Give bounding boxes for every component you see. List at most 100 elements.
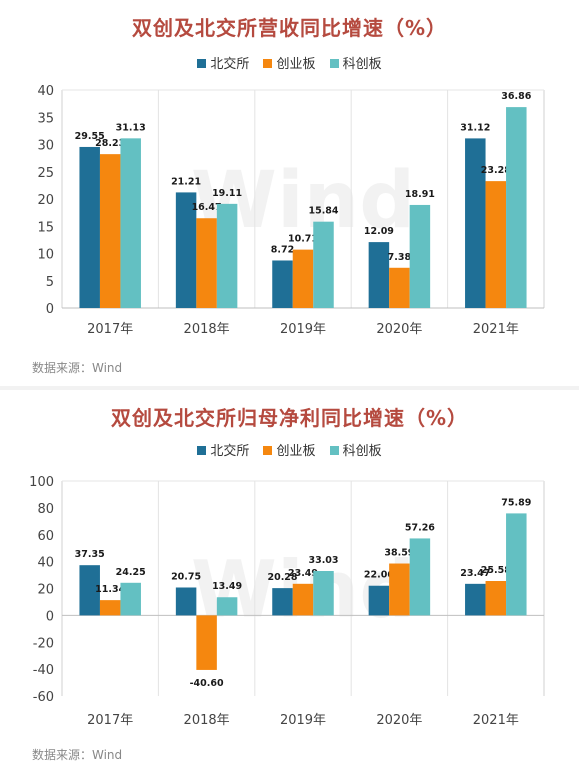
bar [465,583,486,616]
legend-item-star: 科创板 [329,440,382,459]
bar [368,585,390,616]
data-label: 8.72 [271,244,294,255]
chart-title: 双创及北交所营收同比增速（%） [131,16,448,40]
y-tick-label: 10 [37,248,54,263]
x-tick-label: 2021年 [473,713,519,728]
panel-divider [0,386,579,390]
chart-plot: Wind051015202530354029.5528.2331.132017年… [37,84,545,337]
bar [216,203,238,308]
data-label: 24.25 [116,567,146,578]
bar [292,249,314,308]
data-label: 38.59 [384,548,414,559]
y-tick-label: 15 [37,220,54,235]
legend-label: 北交所 [210,57,250,72]
bar [175,192,197,308]
bar [196,218,217,308]
y-tick-label: 0 [46,302,54,317]
data-label: 20.28 [267,572,297,583]
y-tick-label: 35 [37,111,54,126]
data-label: 11.34 [95,584,125,595]
legend-swatch [197,59,207,68]
y-tick-label: 0 [46,609,54,624]
data-label: 20.75 [171,571,201,582]
x-tick-label: 2017年 [87,322,133,337]
legend-item-star: 科创板 [329,53,382,72]
legend-swatch [197,446,207,455]
bar [79,146,100,308]
data-label: 15.84 [308,206,338,217]
data-label: 23.28 [481,165,511,176]
x-tick-label: 2018年 [184,713,230,728]
y-tick-label: 100 [29,475,54,490]
data-label: 37.35 [75,549,105,560]
net-profit-growth-chart: 双创及北交所归母净利同比增速（%） 北交所 创业板 科创板 Wind-60-40… [0,390,579,777]
data-label: 28.23 [95,138,125,149]
legend-label: 科创板 [342,57,382,72]
bar [196,615,217,670]
bar [99,154,121,308]
legend-swatch [329,59,339,68]
y-tick-label: -20 [33,636,54,651]
bar [292,583,314,616]
bar [99,600,121,616]
revenue-growth-chart: 双创及北交所营收同比增速（%） 北交所 创业板 科创板 Wind 0 5 10 15 20… [0,0,579,386]
x-tick-label: 2019年 [280,322,326,337]
data-label: 16.47 [192,202,222,213]
y-tick-label: 30 [37,139,54,154]
data-label: 23.47 [460,568,490,579]
data-label: 29.55 [75,131,105,142]
y-tick-label: 20 [37,583,54,598]
legend-label: 创业板 [276,444,316,459]
data-label: 21.21 [171,176,201,187]
data-source: 数据来源：Wind [32,361,123,375]
y-tick-label: -60 [33,690,54,705]
bar [313,221,334,308]
data-label: 36.86 [501,91,531,102]
legend-swatch [263,59,273,68]
x-tick-label: 2018年 [184,322,230,337]
bar [485,581,507,616]
data-label: 12.09 [364,226,394,237]
x-tick-label: 2020年 [376,322,422,337]
bar [120,138,141,308]
bar [409,538,431,616]
data-label: 7.38 [388,252,412,263]
y-tick-label: 80 [37,502,54,517]
bar [506,513,527,616]
y-tick-label: 40 [37,556,54,571]
bar [389,267,410,308]
y-tick-label: 40 [37,84,54,99]
data-label: 22.06 [364,570,394,581]
data-label: 19.11 [212,188,242,199]
y-tick-label: 5 [46,275,54,290]
data-label: 13.49 [212,581,242,592]
legend-swatch [329,446,339,455]
bar [485,181,507,308]
data-label: 25.58 [481,565,511,576]
data-label: 31.13 [116,122,146,133]
legend-item-chinext: 创业板 [263,53,316,72]
data-label: 23.49 [288,568,318,579]
data-label: 57.26 [405,522,435,533]
legend-item-bse: 北交所 [197,440,249,459]
chart-legend: 北交所 创业板 科创板 [0,53,579,72]
data-source: 数据来源：Wind [32,748,123,762]
bar [389,563,410,616]
bar [272,588,293,616]
data-label: 33.03 [308,555,338,566]
bar [409,204,431,308]
bar [120,582,141,616]
data-label: 75.89 [501,497,531,508]
x-tick-label: 2017年 [87,713,133,728]
chart-title: 双创及北交所归母净利同比增速（%） [110,406,469,430]
chart-legend: 北交所 创业板 科创板 [0,440,579,459]
y-tick-label: 20 [37,193,54,208]
bar [506,107,527,308]
data-label: -40.60 [190,678,224,689]
x-tick-label: 2020年 [376,713,422,728]
bar [79,565,100,616]
bar [272,260,293,308]
legend-label: 北交所 [210,444,250,459]
legend-item-chinext: 创业板 [263,440,316,459]
legend-swatch [263,446,273,455]
